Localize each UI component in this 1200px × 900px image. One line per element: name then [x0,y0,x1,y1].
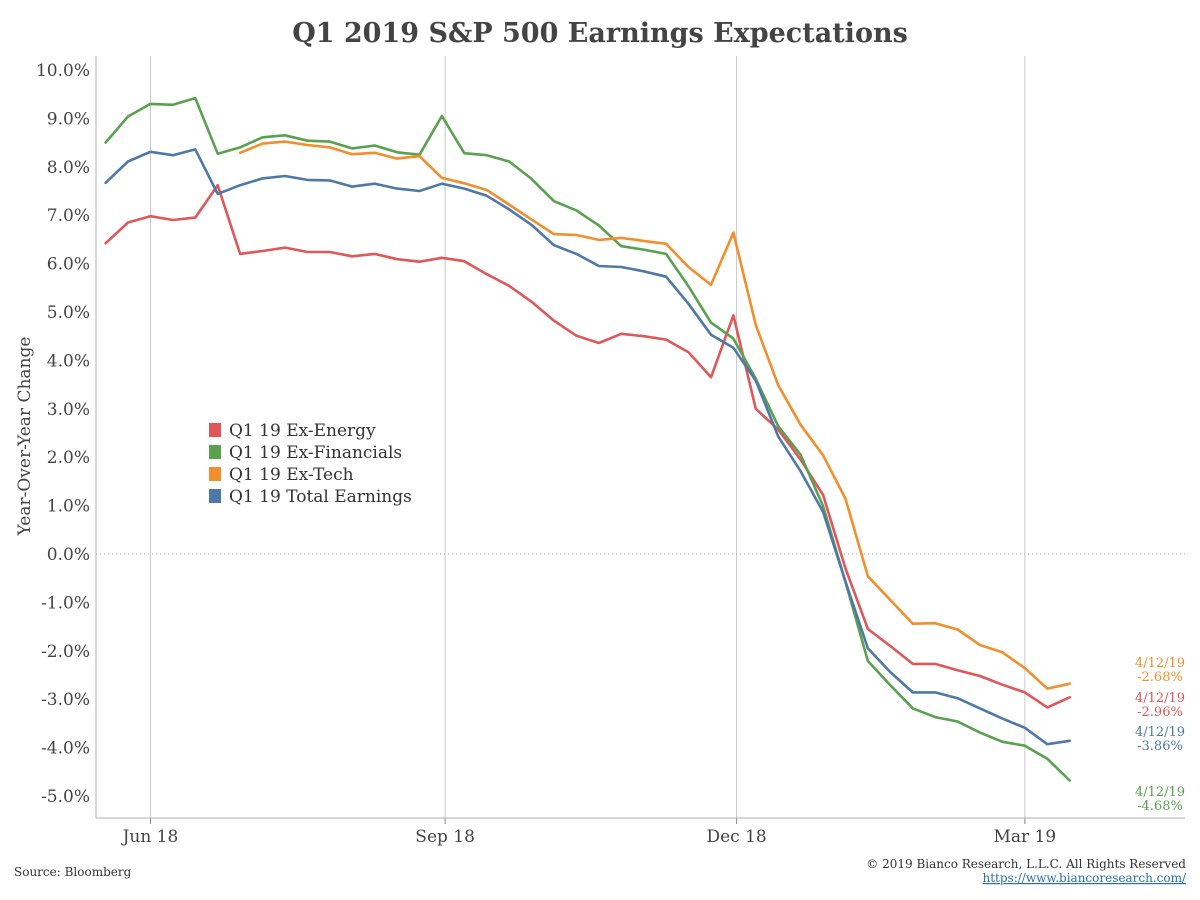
copyright-note: © 2019 Bianco Research, L.L.C. All Right… [866,857,1186,871]
grid [96,56,1185,818]
source-note: Source: Bloomberg [14,865,132,879]
y-axis-label: Year-Over-Year Change [15,337,35,537]
website-link[interactable]: https://www.biancoresearch.com/ [982,871,1186,885]
x-tick-label: Jun 18 [121,827,179,847]
legend-swatch [209,423,221,437]
end-label-value: -2.96% [1137,705,1183,720]
end-label-value: -4.68% [1137,799,1183,814]
series-line-q1-19-ex-energy [104,183,1071,709]
end-label-date: 4/12/19 [1135,656,1185,671]
y-tick-label: -1.0% [41,593,90,613]
y-tick-label: 2.0% [47,448,90,468]
end-label-date: 4/12/19 [1135,725,1185,740]
y-tick-label: 9.0% [47,109,90,129]
y-tick-label: 4.0% [47,351,90,371]
y-tick-label: 5.0% [47,303,90,323]
series-lines [104,96,1071,782]
legend-label: Q1 19 Total Earnings [229,487,412,507]
x-tick-label: Dec 18 [706,827,766,847]
legend-swatch [209,445,221,459]
y-tick-label: -2.0% [41,642,90,662]
legend-swatch [209,489,221,503]
y-tick-label: 10.0% [36,61,90,81]
y-tick-label: 0.0% [47,545,90,565]
series-line-q1-19-ex-financials [104,96,1071,782]
y-tick-label: 7.0% [47,206,90,226]
y-tick-label: -3.0% [41,690,90,710]
legend-label: Q1 19 Ex-Energy [229,421,376,441]
y-tick-label: -4.0% [41,739,90,759]
y-tick-label: 3.0% [47,400,90,420]
series-line-q1-19-total-earnings [104,148,1071,746]
end-label-date: 4/12/19 [1135,785,1185,800]
x-tick-label: Sep 18 [415,827,475,847]
y-tick-label: 1.0% [47,497,90,517]
legend-label: Q1 19 Ex-Financials [229,443,402,463]
y-tick-label: 8.0% [47,158,90,178]
end-label-date: 4/12/19 [1135,691,1185,706]
legend-swatch [209,467,221,481]
end-label-value: -3.86% [1137,739,1183,754]
end-labels: 4/12/19-2.68%4/12/19-2.96%4/12/19-3.86%4… [1135,656,1185,814]
legend-label: Q1 19 Ex-Tech [229,465,354,485]
chart-title: Q1 2019 S&P 500 Earnings Expectations [292,18,908,49]
axes: Jun 18 Sep 18 Dec 18 Mar 19 10.0% 9.0% 8.0% 7.0… [36,56,1185,847]
x-tick-label: Mar 19 [993,827,1056,847]
end-label-value: -2.68% [1137,670,1183,685]
y-tick-label: -5.0% [41,787,90,807]
y-tick-label: 6.0% [47,255,90,275]
series-line-q1-19-ex-tech [238,140,1071,690]
